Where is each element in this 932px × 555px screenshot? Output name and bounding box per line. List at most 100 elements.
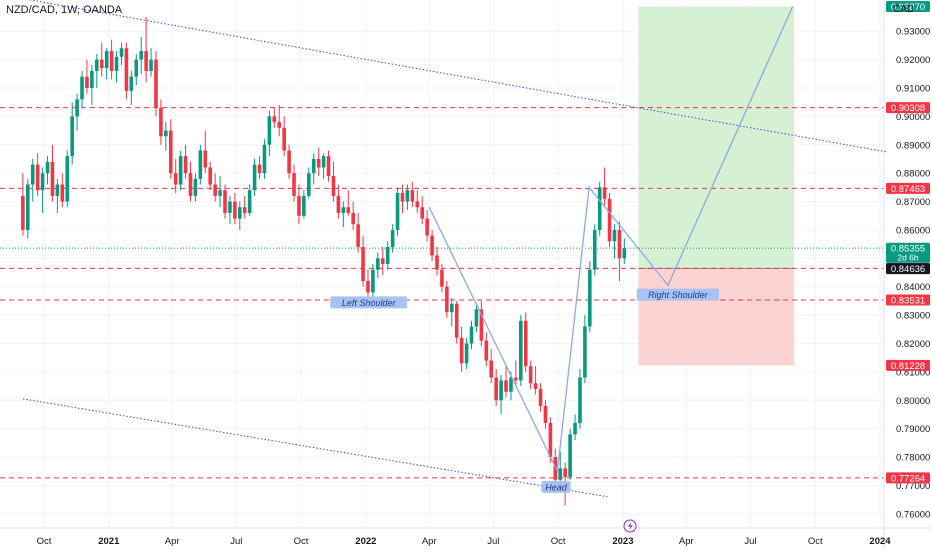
- long-position[interactable]: [638, 6, 795, 366]
- candle-body: [242, 207, 247, 213]
- lightning-icon[interactable]: [623, 519, 637, 533]
- price-tag[interactable]: 0.93870: [886, 1, 930, 13]
- price-tag-text: 0.87463: [891, 184, 925, 195]
- price-tag-box: [886, 242, 930, 263]
- candle-body: [445, 286, 449, 313]
- price-tag[interactable]: 0.83531: [886, 294, 930, 307]
- candle-body: [139, 51, 143, 60]
- candle-body: [95, 59, 99, 71]
- channel-trend-line[interactable]: [23, 0, 887, 153]
- annotation-label[interactable]: Left Shoulder: [330, 296, 408, 309]
- candle-body: [262, 144, 267, 174]
- candle-body: [30, 164, 35, 185]
- candle-body: [420, 207, 425, 219]
- candle-body: [188, 173, 193, 196]
- candle-body: [302, 195, 306, 216]
- candle-body: [573, 422, 577, 435]
- candle-body: [124, 48, 129, 91]
- candle-body: [459, 337, 464, 364]
- candle-body: [144, 51, 148, 71]
- price-tag[interactable]: 0.90308: [886, 102, 930, 114]
- candle-body: [376, 258, 380, 270]
- pattern-polyline[interactable]: [428, 6, 794, 474]
- candle-body: [341, 207, 346, 213]
- price-axis-tick-label: 0.89000: [896, 140, 930, 151]
- price-axis-tick-label: 0.86000: [896, 225, 930, 236]
- price-tag[interactable]: 0.87463: [886, 182, 930, 195]
- candle-body: [321, 156, 326, 168]
- candle-body: [479, 309, 484, 341]
- candle-body: [21, 195, 25, 230]
- candle-body: [75, 99, 79, 117]
- candle-body: [228, 201, 232, 213]
- candle-body: [90, 70, 94, 88]
- candle-body: [35, 164, 40, 191]
- candle-body: [351, 212, 355, 225]
- candle-body: [129, 76, 134, 91]
- candle-body: [173, 173, 178, 185]
- candle-body: [154, 59, 158, 108]
- annotation-box: [330, 296, 408, 309]
- candle-body: [405, 190, 410, 202]
- candle-body: [168, 130, 173, 174]
- price-tag-box: [886, 263, 930, 275]
- annotation-box: [541, 480, 571, 493]
- candle-body: [109, 51, 114, 71]
- price-axis[interactable]: 0.76000 0.77000 0.78000 0.79000 0.80000 0.810…: [883, 0, 930, 550]
- candle-body: [223, 190, 227, 213]
- profit-zone[interactable]: [638, 6, 795, 269]
- candle-body: [159, 107, 163, 137]
- price-tag[interactable]: 0.81228: [886, 359, 930, 372]
- annotation-text: Left Shoulder: [342, 298, 397, 308]
- price-axis-tick-label: 0.90000: [896, 112, 930, 123]
- time-axis-tick-label: Jul: [230, 536, 242, 547]
- candle-body: [538, 388, 543, 406]
- price-tag[interactable]: 0.84636: [886, 263, 930, 275]
- loss-zone[interactable]: [638, 268, 795, 366]
- price-axis-tick-label: 0.78000: [896, 453, 930, 464]
- candle-body: [410, 190, 415, 202]
- candle-body: [612, 229, 617, 242]
- price-axis-tick-label: 0.93000: [896, 27, 930, 38]
- annotation-label[interactable]: Right Shoulder: [636, 288, 719, 301]
- candle-body: [45, 161, 50, 174]
- candle-body: [104, 51, 109, 69]
- candle-body: [85, 76, 89, 88]
- candle-body: [395, 193, 400, 230]
- candle-body: [307, 173, 311, 196]
- candle-body: [597, 187, 602, 230]
- time-axis-tick-label: Oct: [37, 536, 52, 547]
- annotation-text: Head: [545, 482, 568, 492]
- candle-body: [583, 326, 587, 378]
- candle-body: [361, 246, 365, 282]
- candle-body: [267, 116, 272, 145]
- time-axis-tick-label: Oct: [808, 536, 823, 547]
- candle-body: [193, 178, 198, 196]
- candle-body: [114, 56, 119, 71]
- annotations[interactable]: Left Shoulder Right Shoulder Head: [330, 288, 719, 493]
- candle-body: [548, 422, 553, 458]
- candle-body: [287, 150, 291, 174]
- price-tag[interactable]: 0.77264: [886, 472, 930, 484]
- candle-body: [60, 184, 65, 202]
- annotation-label[interactable]: Head: [541, 480, 571, 493]
- price-axis-tick-label: 0.88000: [896, 169, 930, 180]
- candle-body: [203, 150, 208, 168]
- currency-label: CAD: [893, 4, 915, 15]
- candle-body: [588, 269, 592, 327]
- candle-body: [134, 59, 139, 77]
- price-axis-tick-label: 0.84000: [896, 282, 930, 293]
- candle-body: [449, 303, 454, 313]
- time-axis[interactable]: Oct 2021 Apr Jul Oct 2022 Apr Jul Oct 2023 Apr Jul O…: [0, 519, 932, 547]
- trend-lines[interactable]: [22, 0, 887, 498]
- candle-body: [578, 377, 582, 423]
- head-and-shoulders-path[interactable]: [428, 6, 794, 474]
- candle-body: [533, 383, 538, 389]
- candle-body: [326, 156, 331, 176]
- candle-body: [454, 303, 459, 338]
- channel-trend-line[interactable]: [22, 398, 608, 498]
- price-tag-text: 0.84636: [891, 264, 925, 275]
